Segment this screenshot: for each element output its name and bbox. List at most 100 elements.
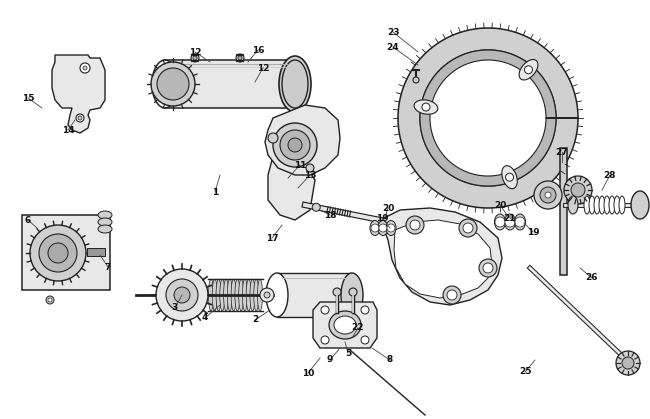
Circle shape — [193, 56, 197, 60]
Ellipse shape — [604, 196, 610, 214]
Ellipse shape — [152, 60, 178, 108]
Ellipse shape — [279, 56, 311, 112]
Text: 7: 7 — [105, 262, 111, 272]
Circle shape — [422, 103, 430, 111]
Text: 10: 10 — [302, 368, 314, 378]
Circle shape — [39, 234, 77, 272]
Circle shape — [174, 287, 190, 303]
Ellipse shape — [515, 214, 525, 230]
Text: 25: 25 — [519, 367, 531, 377]
Bar — [87, 248, 105, 256]
Text: 21: 21 — [504, 214, 516, 222]
Polygon shape — [398, 28, 578, 208]
Ellipse shape — [504, 214, 515, 230]
Circle shape — [525, 66, 532, 74]
Text: 24: 24 — [387, 42, 399, 52]
Ellipse shape — [609, 196, 615, 214]
Circle shape — [288, 138, 302, 152]
Text: 6: 6 — [25, 215, 31, 225]
Circle shape — [76, 114, 84, 122]
Text: 22: 22 — [352, 323, 364, 333]
Circle shape — [268, 133, 278, 143]
Ellipse shape — [220, 279, 225, 311]
Ellipse shape — [614, 196, 620, 214]
Ellipse shape — [224, 279, 229, 311]
Text: 13: 13 — [304, 171, 317, 179]
Text: 11: 11 — [294, 160, 306, 170]
Circle shape — [564, 176, 592, 204]
Circle shape — [30, 225, 86, 281]
Ellipse shape — [216, 279, 221, 311]
Ellipse shape — [246, 279, 251, 311]
Ellipse shape — [584, 196, 590, 214]
Bar — [22, 215, 110, 290]
Ellipse shape — [599, 196, 605, 214]
Polygon shape — [313, 302, 377, 348]
Circle shape — [410, 220, 420, 230]
Circle shape — [333, 288, 341, 296]
Circle shape — [306, 164, 314, 172]
Ellipse shape — [254, 279, 259, 311]
Text: 26: 26 — [586, 274, 598, 282]
Circle shape — [361, 306, 369, 314]
Text: 18: 18 — [324, 210, 336, 220]
Ellipse shape — [231, 279, 236, 311]
Ellipse shape — [282, 60, 308, 108]
Circle shape — [321, 306, 329, 314]
Ellipse shape — [619, 196, 625, 214]
Circle shape — [505, 217, 515, 227]
Text: 3: 3 — [172, 303, 178, 313]
Ellipse shape — [209, 279, 213, 311]
Text: 17: 17 — [266, 233, 278, 243]
Text: 2: 2 — [252, 316, 258, 324]
Circle shape — [443, 286, 461, 304]
Circle shape — [236, 54, 244, 62]
Ellipse shape — [329, 311, 361, 339]
Polygon shape — [420, 50, 556, 186]
Ellipse shape — [250, 279, 255, 311]
Ellipse shape — [631, 191, 649, 219]
Bar — [560, 148, 567, 275]
Ellipse shape — [378, 220, 388, 235]
Circle shape — [506, 173, 514, 181]
Text: 8: 8 — [387, 355, 393, 365]
Circle shape — [349, 288, 357, 296]
Ellipse shape — [227, 279, 232, 311]
Circle shape — [361, 336, 369, 344]
Circle shape — [406, 216, 424, 234]
Ellipse shape — [519, 59, 538, 80]
Circle shape — [371, 224, 379, 232]
Ellipse shape — [235, 279, 240, 311]
Polygon shape — [394, 220, 492, 298]
Circle shape — [545, 192, 551, 198]
Circle shape — [80, 63, 90, 73]
Polygon shape — [380, 208, 502, 305]
Text: 20: 20 — [494, 201, 506, 210]
Text: 9: 9 — [327, 355, 333, 365]
Circle shape — [447, 290, 457, 300]
Circle shape — [83, 66, 87, 70]
Circle shape — [463, 223, 473, 233]
Circle shape — [156, 269, 208, 321]
Ellipse shape — [98, 211, 112, 219]
Circle shape — [479, 259, 497, 277]
Ellipse shape — [98, 225, 112, 233]
Circle shape — [616, 351, 640, 375]
Polygon shape — [265, 105, 340, 175]
Circle shape — [571, 183, 585, 197]
Ellipse shape — [370, 220, 380, 235]
Circle shape — [495, 217, 505, 227]
Ellipse shape — [495, 214, 506, 230]
Circle shape — [78, 116, 82, 120]
Circle shape — [534, 181, 562, 209]
Circle shape — [515, 217, 525, 227]
Ellipse shape — [589, 196, 595, 214]
Ellipse shape — [98, 218, 112, 226]
Ellipse shape — [213, 279, 217, 311]
Text: 12: 12 — [257, 64, 269, 72]
Text: 27: 27 — [556, 147, 568, 157]
Text: 1: 1 — [212, 187, 218, 197]
Text: 5: 5 — [345, 349, 351, 357]
Circle shape — [280, 130, 310, 160]
Circle shape — [622, 357, 634, 369]
